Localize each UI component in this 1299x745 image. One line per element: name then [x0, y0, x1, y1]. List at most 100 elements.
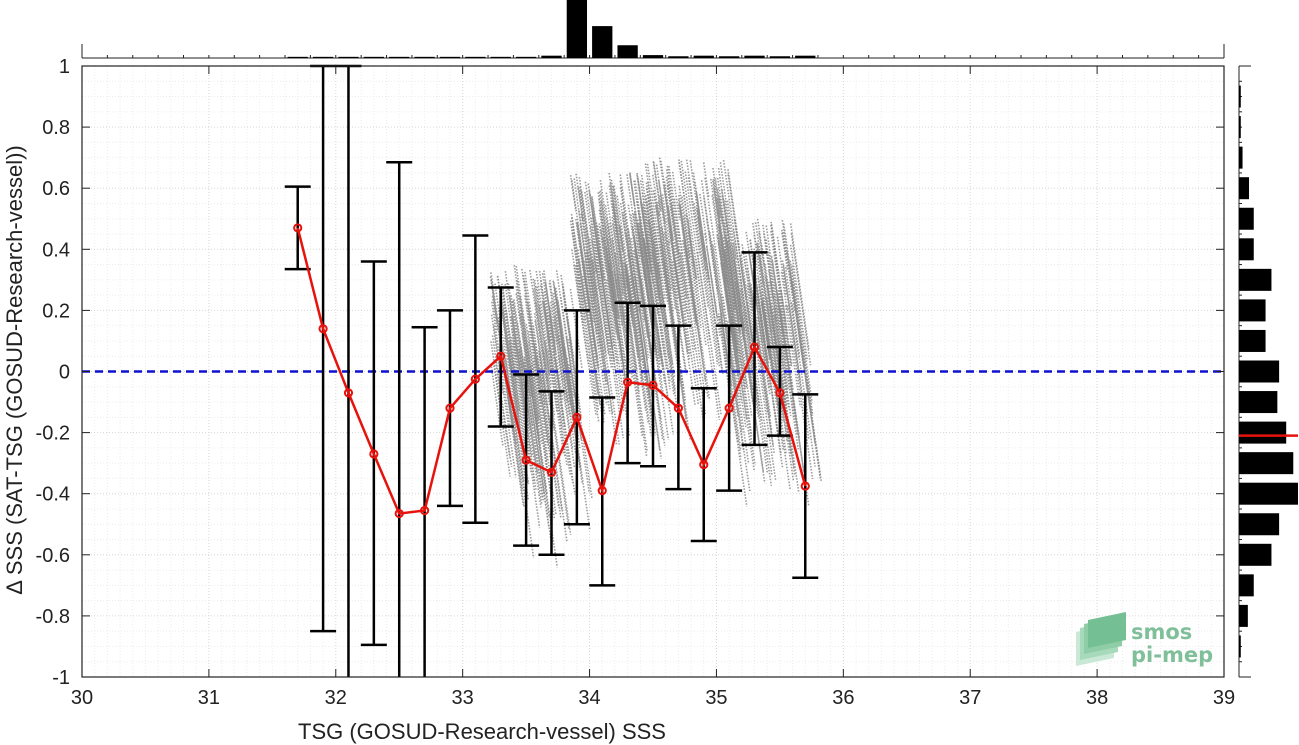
top-hist-bar	[338, 56, 359, 58]
scatter-point-streak	[633, 180, 654, 309]
scatter-point-streak	[631, 257, 661, 451]
scatter-point-streak	[737, 301, 766, 484]
y-axis-ticks: -1 -0.8 -0.6 -0.4 -0.2 0 0.2 0.4 0.6 0.8 1	[36, 56, 1224, 689]
scatter-point-streak	[717, 313, 748, 507]
scatter-point-streak	[724, 235, 734, 288]
scatter-point-streak	[599, 209, 623, 360]
mean-marker	[699, 460, 709, 470]
scatter-point-streak	[534, 302, 555, 431]
scatter-point-streak	[727, 321, 750, 465]
right-hist-bar	[1239, 360, 1280, 383]
scatter-point-streak	[633, 211, 644, 266]
scatter-point-streak	[619, 180, 633, 261]
scatter-point-streak	[668, 230, 696, 407]
scatter-point-streak	[668, 166, 681, 244]
mean-marker	[420, 505, 430, 516]
top-hist-bar	[287, 56, 308, 58]
top-hist-bar	[439, 56, 461, 58]
y-tick-label: -0.8	[36, 606, 70, 628]
scatter-point-streak	[732, 289, 753, 418]
scatter-point-streak	[766, 297, 795, 481]
scatter-point-streak	[775, 283, 785, 338]
scatter-point-streak	[584, 191, 610, 355]
scatter-point-streak	[778, 306, 805, 472]
scatter-point-streak	[591, 205, 604, 279]
top-hist-bar	[515, 56, 537, 58]
scatter-point-streak	[579, 186, 597, 298]
scatter-point-streak	[789, 260, 814, 415]
scatter-point-streak	[789, 270, 816, 444]
scatter-point-streak	[510, 336, 533, 474]
mean-marker	[775, 388, 785, 398]
scatter-point-streak	[765, 278, 787, 408]
scatter-point-streak	[667, 181, 690, 323]
top-hist-bar	[769, 56, 791, 58]
x-tick-label: 31	[198, 687, 220, 709]
scatter-point-streak	[538, 352, 568, 543]
scatter-point-streak	[719, 198, 727, 236]
scatter-point-streak	[790, 302, 816, 467]
scatter-point-streak	[571, 249, 597, 417]
scatter-point-streak	[568, 364, 575, 397]
scatter-point-streak	[680, 160, 701, 289]
scatter-point-streak	[611, 239, 634, 379]
top-hist-bar	[363, 56, 384, 58]
scatter-point-streak	[501, 283, 518, 386]
scatter-point-streak	[719, 162, 743, 309]
right-hist-bar	[1239, 604, 1248, 627]
scatter-point-streak	[739, 259, 754, 346]
scatter-point-streak	[701, 232, 724, 373]
smos-pimep-logo: smos pi-mep	[1076, 612, 1213, 667]
errorbar	[411, 325, 438, 677]
scatter-point-streak	[553, 351, 576, 495]
scatter-point-streak	[636, 200, 661, 359]
scatter-point-streak	[679, 253, 696, 351]
top-hist-bar	[490, 56, 511, 58]
scatter-point-streak	[691, 261, 701, 318]
top-hist-bar	[465, 56, 486, 58]
mean-marker	[318, 324, 328, 334]
scatter-point-streak	[704, 233, 718, 313]
scatter-point-streak	[720, 313, 742, 450]
y-tick-label: 0.6	[42, 178, 70, 200]
scatter-point-streak	[536, 286, 551, 374]
scatter-point-streak	[634, 213, 646, 281]
scatter-point-streak	[571, 217, 586, 303]
scatter-point-streak	[527, 331, 549, 462]
scatter-point-streak	[789, 223, 810, 350]
scatter-point-streak	[644, 163, 666, 300]
scatter-point-streak	[756, 242, 765, 286]
scatter-point-streak	[663, 233, 677, 310]
scatter-point-streak	[611, 271, 621, 320]
scatter-point-streak	[575, 219, 599, 369]
scatter-point-streak	[543, 352, 572, 535]
scatter-point-streak	[596, 225, 619, 365]
y-tick-label: 1	[59, 56, 70, 78]
scatter-point-streak	[615, 227, 633, 340]
scatter-point-streak	[607, 271, 619, 340]
scatter-point-streak	[740, 289, 769, 474]
scatter-point-streak	[624, 270, 647, 411]
mean-marker	[445, 403, 455, 413]
scatter-point-streak	[613, 185, 630, 286]
right-hist-bar	[1239, 452, 1294, 475]
scatter-point-streak	[786, 305, 814, 480]
x-axis-ticks: 30 31 32 33 34 35 36 37 38 39	[71, 66, 1235, 709]
scatter-point-streak	[627, 250, 653, 413]
scatter-point-streak	[770, 221, 788, 333]
y-axis-title: Δ SSS (SAT-TSG (GOSUD-Research-vessel))	[2, 145, 27, 594]
scatter-point-streak	[717, 237, 730, 306]
top-hist-bar	[795, 55, 816, 58]
scatter-point-streak	[578, 260, 601, 406]
y-tick-label: -1	[52, 667, 70, 689]
scatter-point-streak	[656, 225, 679, 367]
scatter-point-streak	[661, 194, 671, 246]
y-tick-label: 0.2	[42, 300, 70, 322]
mean-marker	[369, 449, 379, 459]
logo-text-line1: smos	[1131, 620, 1192, 644]
scatter-point-streak	[781, 232, 789, 272]
scatter-point-streak	[704, 177, 726, 311]
scatter-point-streak	[566, 317, 576, 374]
mean-marker	[673, 403, 683, 413]
scatter-point-streak	[660, 199, 688, 376]
